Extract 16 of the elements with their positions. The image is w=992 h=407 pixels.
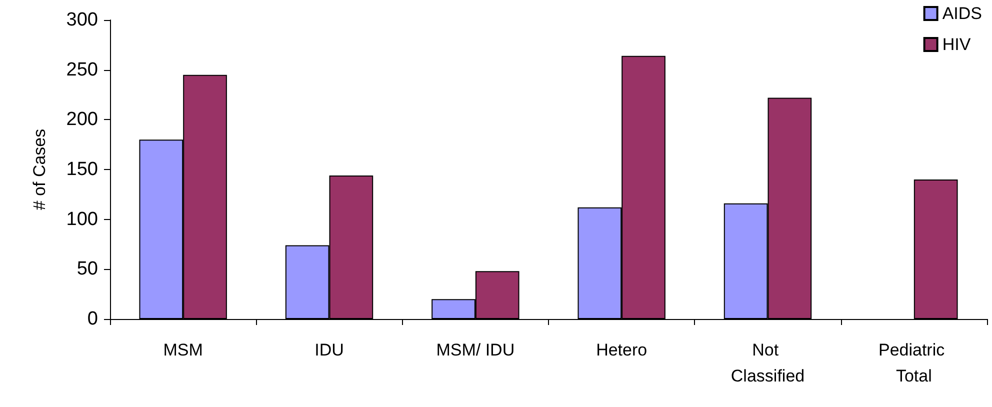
x-tick-label: Hetero: [596, 340, 648, 360]
x-tick-label: IDU: [314, 340, 344, 360]
x-tick-label: MSM: [163, 340, 203, 360]
legend-label: HIV: [942, 35, 972, 54]
x-tick-label: MSM/ IDU: [436, 340, 515, 360]
y-tick-label: 50: [76, 258, 98, 280]
y-tick-label: 150: [66, 159, 98, 180]
y-axis-title: # of Cases: [30, 128, 49, 210]
x-tick-label: Not Classified: [730, 340, 805, 386]
x-tick-label: Pediatric Total: [878, 340, 950, 386]
y-tick-label: 100: [66, 208, 98, 230]
legend-label: AIDS: [942, 4, 982, 23]
y-tick-label: 300: [66, 10, 98, 30]
y-tick-label: 250: [66, 59, 98, 80]
y-tick-label: 0: [87, 308, 98, 330]
y-tick-label: 200: [66, 109, 98, 130]
